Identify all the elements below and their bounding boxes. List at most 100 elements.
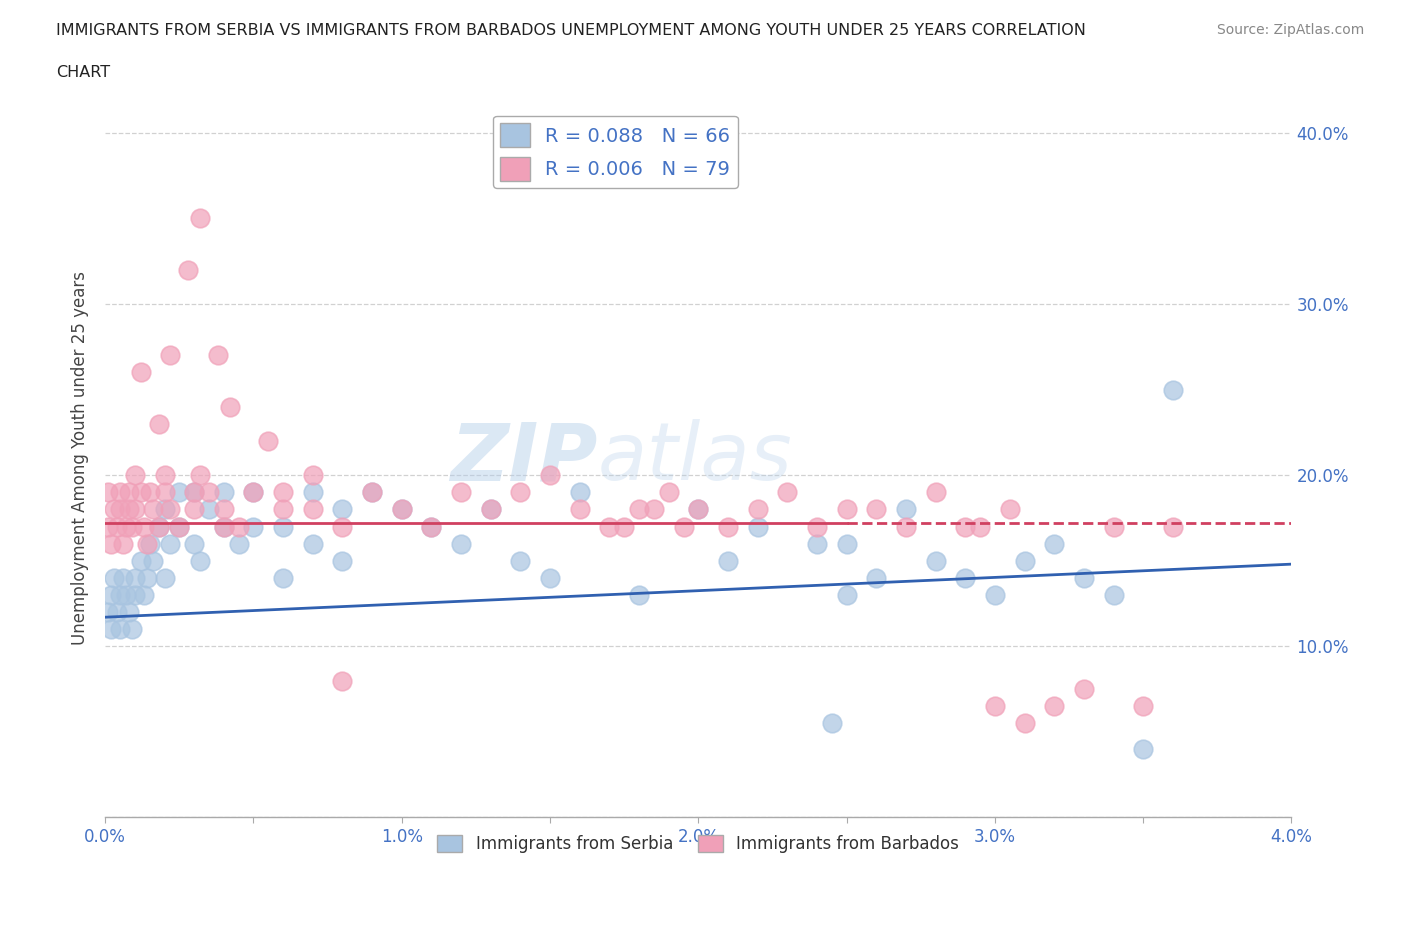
Point: [148, 519, 170, 534]
Point: [242, 519, 264, 534]
Point: [598, 519, 620, 534]
Point: [271, 570, 294, 585]
Point: [118, 604, 141, 619]
Point: [118, 502, 141, 517]
Text: CHART: CHART: [56, 65, 110, 80]
Point: [688, 502, 710, 517]
Point: [177, 262, 200, 277]
Point: [153, 502, 176, 517]
Point: [153, 485, 176, 499]
Point: [301, 502, 323, 517]
Point: [984, 698, 1007, 713]
Point: [479, 502, 502, 517]
Point: [717, 519, 740, 534]
Point: [1043, 698, 1066, 713]
Point: [198, 502, 221, 517]
Point: [148, 519, 170, 534]
Point: [658, 485, 681, 499]
Point: [1014, 716, 1036, 731]
Point: [613, 519, 636, 534]
Point: [509, 485, 531, 499]
Point: [100, 622, 122, 637]
Point: [332, 673, 354, 688]
Point: [835, 537, 858, 551]
Point: [955, 519, 977, 534]
Point: [153, 570, 176, 585]
Point: [100, 588, 122, 603]
Point: [97, 485, 120, 499]
Point: [627, 588, 650, 603]
Point: [138, 537, 160, 551]
Point: [111, 537, 134, 551]
Point: [218, 399, 240, 414]
Point: [806, 519, 828, 534]
Point: [924, 553, 946, 568]
Point: [391, 502, 413, 517]
Point: [747, 519, 769, 534]
Point: [568, 502, 591, 517]
Point: [332, 502, 354, 517]
Point: [821, 716, 844, 731]
Point: [865, 570, 887, 585]
Point: [450, 537, 472, 551]
Point: [301, 468, 323, 483]
Point: [135, 570, 157, 585]
Point: [717, 553, 740, 568]
Point: [129, 553, 152, 568]
Point: [124, 588, 146, 603]
Point: [121, 622, 143, 637]
Point: [169, 485, 191, 499]
Point: [627, 502, 650, 517]
Point: [212, 519, 235, 534]
Point: [183, 485, 205, 499]
Point: [228, 537, 250, 551]
Text: Source: ZipAtlas.com: Source: ZipAtlas.com: [1216, 23, 1364, 37]
Point: [183, 485, 205, 499]
Point: [97, 604, 120, 619]
Point: [1073, 570, 1095, 585]
Point: [159, 348, 181, 363]
Point: [242, 485, 264, 499]
Point: [271, 519, 294, 534]
Point: [332, 519, 354, 534]
Point: [1043, 537, 1066, 551]
Point: [747, 502, 769, 517]
Point: [108, 502, 131, 517]
Point: [672, 519, 695, 534]
Point: [103, 570, 125, 585]
Point: [142, 502, 165, 517]
Point: [115, 588, 138, 603]
Point: [169, 519, 191, 534]
Point: [1014, 553, 1036, 568]
Point: [420, 519, 443, 534]
Point: [129, 485, 152, 499]
Point: [159, 502, 181, 517]
Point: [148, 417, 170, 432]
Point: [361, 485, 384, 499]
Point: [1102, 588, 1125, 603]
Legend: Immigrants from Serbia, Immigrants from Barbados: Immigrants from Serbia, Immigrants from …: [430, 828, 966, 859]
Point: [108, 622, 131, 637]
Point: [207, 348, 229, 363]
Point: [894, 502, 917, 517]
Point: [1161, 519, 1184, 534]
Point: [271, 502, 294, 517]
Point: [188, 468, 211, 483]
Point: [301, 537, 323, 551]
Point: [955, 570, 977, 585]
Point: [242, 485, 264, 499]
Text: atlas: atlas: [598, 419, 792, 497]
Point: [115, 519, 138, 534]
Point: [129, 365, 152, 380]
Point: [984, 588, 1007, 603]
Point: [1102, 519, 1125, 534]
Point: [121, 519, 143, 534]
Point: [212, 485, 235, 499]
Point: [108, 588, 131, 603]
Point: [103, 502, 125, 517]
Point: [228, 519, 250, 534]
Point: [643, 502, 665, 517]
Point: [183, 537, 205, 551]
Point: [108, 485, 131, 499]
Point: [1073, 682, 1095, 697]
